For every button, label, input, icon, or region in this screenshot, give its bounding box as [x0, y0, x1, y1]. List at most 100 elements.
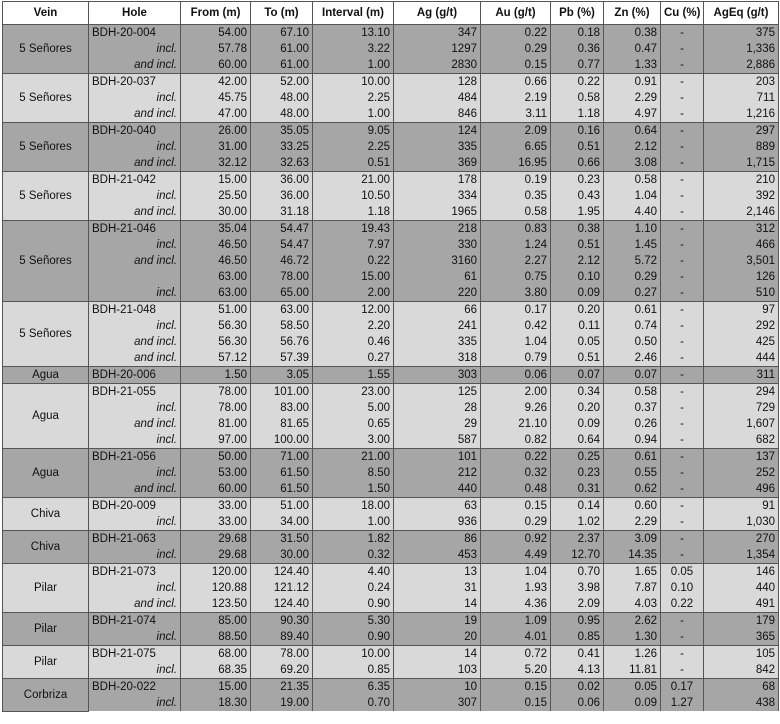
- value-cell: 61.00: [250, 57, 313, 74]
- value-cell: 61.00: [250, 41, 313, 57]
- value-cell: 0.72: [480, 645, 551, 662]
- value-cell: 0.27: [603, 285, 661, 302]
- value-cell: 54.00: [180, 24, 251, 41]
- value-cell: 9.05: [312, 122, 394, 139]
- value-cell: -: [660, 547, 704, 564]
- value-cell: 0.51: [550, 139, 604, 155]
- hole-cell: and incl.: [88, 416, 181, 432]
- value-cell: 1.00: [312, 106, 394, 123]
- value-cell: 0.64: [603, 122, 661, 139]
- value-cell: 0.66: [550, 155, 604, 172]
- value-cell: 32.63: [250, 155, 313, 172]
- value-cell: 10.00: [312, 73, 394, 90]
- hole-cell: incl.: [88, 285, 181, 302]
- value-cell: -: [660, 629, 704, 646]
- value-cell: 0.10: [550, 269, 604, 285]
- value-cell: 0.46: [312, 334, 394, 350]
- vein-cell: 5 Señores: [2, 73, 89, 123]
- column-header: Au (g/t): [480, 1, 551, 25]
- value-cell: -: [660, 383, 704, 400]
- table-row: and incl. 60.00 61.50 1.50 440 0.48 0.31 0.62-4…: [2, 481, 779, 498]
- value-cell: 2.29: [603, 90, 661, 106]
- hole-cell: BDH-20-004: [88, 24, 181, 41]
- value-cell: 31: [393, 580, 481, 596]
- value-cell: 210: [703, 171, 779, 188]
- value-cell: 4.03: [603, 596, 661, 613]
- value-cell: 88.50: [180, 629, 251, 646]
- value-cell: 69.20: [250, 662, 313, 679]
- value-cell: 0.82: [480, 432, 551, 449]
- hole-cell: incl.: [88, 580, 181, 596]
- value-cell: -: [660, 204, 704, 221]
- value-cell: 0.09: [550, 416, 604, 432]
- value-cell: 0.38: [550, 220, 604, 237]
- value-cell: 2.00: [480, 383, 551, 400]
- value-cell: -: [660, 106, 704, 123]
- value-cell: 1.30: [603, 629, 661, 646]
- value-cell: 2.25: [312, 90, 394, 106]
- value-cell: 2.09: [550, 596, 604, 613]
- value-cell: 0.24: [312, 580, 394, 596]
- table-row: incl. 25.50 36.00 10.50 334 0.35 0.43 1.04-392: [2, 188, 779, 204]
- table-row: Pilar BDH-21-074 85.00 90.30 5.30 19 1.09 0.95 2…: [2, 612, 779, 646]
- value-cell: 21.00: [312, 448, 394, 465]
- value-cell: 125: [393, 383, 481, 400]
- value-cell: 146: [703, 563, 779, 580]
- hole-cell: BDH-21-063: [88, 530, 181, 547]
- value-cell: 1,354: [703, 547, 779, 564]
- table-row: 5 Señores BDH-20-004 54.00 67.10 13.10 347 0.2…: [2, 24, 779, 74]
- value-cell: -: [660, 318, 704, 334]
- table-row: incl. 53.00 61.50 8.50 212 0.32 0.23 0.55-252: [2, 465, 779, 481]
- hole-cell: incl.: [88, 662, 181, 679]
- value-cell: 3.80: [480, 285, 551, 302]
- value-cell: 2.25: [312, 139, 394, 155]
- value-cell: 0.26: [603, 416, 661, 432]
- value-cell: -: [660, 530, 704, 547]
- value-cell: 0.05: [660, 563, 704, 580]
- value-cell: 36.00: [250, 171, 313, 188]
- table-row: 5 Señores BDH-20-037 42.00 52.00 10.00 128 0.6…: [2, 73, 779, 123]
- hole-cell: incl.: [88, 90, 181, 106]
- hole-cell: and incl.: [88, 57, 181, 74]
- value-cell: -: [660, 416, 704, 432]
- value-cell: 60.00: [180, 481, 251, 498]
- value-cell: 54.47: [250, 220, 313, 237]
- value-cell: -: [660, 122, 704, 139]
- vein-cell: 5 Señores: [2, 301, 89, 367]
- hole-cell: incl.: [88, 695, 181, 711]
- value-cell: 21.10: [480, 416, 551, 432]
- value-cell: 2.37: [550, 530, 604, 547]
- table-row: 63.00 78.00 15.00 61 0.75 0.10 0.29-126: [2, 269, 779, 285]
- table-row: incl. 68.35 69.20 0.85 103 5.20 4.13 11.81-842: [2, 662, 779, 679]
- value-cell: 0.11: [550, 318, 604, 334]
- value-cell: 0.58: [550, 90, 604, 106]
- hole-cell: incl.: [88, 547, 181, 564]
- value-cell: -: [660, 139, 704, 155]
- value-cell: 1.04: [603, 188, 661, 204]
- value-cell: 889: [703, 139, 779, 155]
- hole-cell: BDH-21-046: [88, 220, 181, 237]
- value-cell: 2.00: [312, 285, 394, 302]
- value-cell: 21.00: [312, 171, 394, 188]
- value-cell: 2,146: [703, 204, 779, 221]
- hole-cell: incl.: [88, 629, 181, 646]
- value-cell: 335: [393, 139, 481, 155]
- value-cell: 68.00: [180, 645, 251, 662]
- value-cell: 0.05: [550, 334, 604, 350]
- value-cell: 0.22: [660, 596, 704, 613]
- value-cell: 29.68: [180, 530, 251, 547]
- assay-table: Vein Hole From (m) To (m) Interval (m) Ag (g/…: [2, 1, 779, 712]
- value-cell: 0.23: [550, 465, 604, 481]
- table-row: and incl. 60.00 61.00 1.00 2830 0.15 0.77 1.33-…: [2, 57, 779, 74]
- value-cell: 1,336: [703, 41, 779, 57]
- value-cell: 57.12: [180, 350, 251, 367]
- value-cell: 440: [393, 481, 481, 498]
- value-cell: 203: [703, 73, 779, 90]
- value-cell: 30.00: [180, 204, 251, 221]
- table-row: incl. 45.75 48.00 2.25 484 2.19 0.58 2.29-711: [2, 90, 779, 106]
- value-cell: 68: [703, 678, 779, 695]
- value-cell: 23.00: [312, 383, 394, 400]
- value-cell: 14: [393, 596, 481, 613]
- value-cell: 0.05: [603, 678, 661, 695]
